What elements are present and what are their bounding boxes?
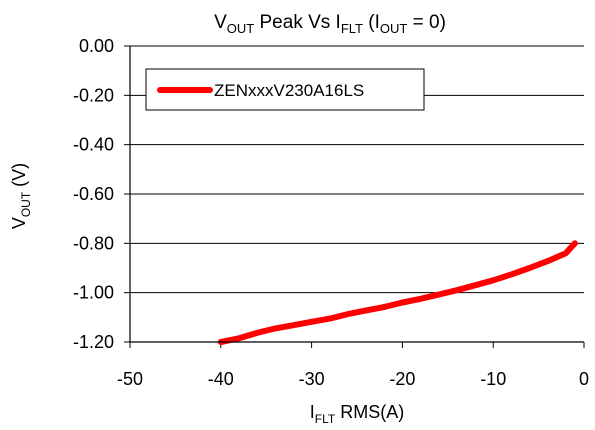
x-axis-ticks: -50 -40 -30 -20 -10 0 (117, 342, 589, 389)
x-tick-label: -10 (480, 369, 506, 389)
y-tick-label: -0.80 (73, 233, 114, 253)
xlabel-main: I (310, 402, 315, 422)
x-tick-label: -50 (117, 369, 143, 389)
chart-title: VOUT Peak Vs IFLT (IOUT = 0) (214, 12, 446, 36)
title-paren-open: (I (363, 12, 380, 33)
legend: ZENxxxV230A16LS (145, 68, 425, 111)
x-tick-label: -30 (299, 369, 325, 389)
title-mid: Peak Vs I (254, 12, 341, 33)
series-layer (217, 240, 578, 345)
y-axis-label: VOUT (V) (9, 163, 33, 229)
y-tick-label: -0.40 (73, 135, 114, 155)
y-tick-label: -1.00 (73, 283, 114, 303)
title-out-subscript-2: OUT (380, 21, 408, 36)
x-axis-label: IFLT RMS(A) (310, 402, 404, 426)
title-tail: = 0) (407, 12, 446, 33)
title-v: V (214, 12, 227, 33)
y-axis-ticks: 0.00 -0.20 -0.40 -0.60 -0.80 -1.00 -1.20 (73, 36, 130, 352)
legend-label: ZENxxxV230A16LS (214, 81, 364, 100)
x-tick-label: -40 (208, 369, 234, 389)
xlabel-tail: RMS(A) (335, 402, 404, 422)
series-line (217, 240, 578, 345)
ylabel-subscript: OUT (19, 191, 33, 217)
ylabel-tail: (V) (9, 163, 29, 192)
y-tick-label: -0.20 (73, 85, 114, 105)
title-flt-subscript: FLT (341, 21, 363, 36)
x-tick-label: 0 (579, 369, 589, 389)
xlabel-subscript: FLT (315, 412, 336, 426)
y-tick-label: -1.20 (73, 332, 114, 352)
ylabel-main: V (9, 217, 29, 229)
title-out-subscript: OUT (227, 21, 255, 36)
y-tick-label: 0.00 (79, 36, 114, 56)
x-tick-label: -20 (389, 369, 415, 389)
y-tick-label: -0.60 (73, 184, 114, 204)
